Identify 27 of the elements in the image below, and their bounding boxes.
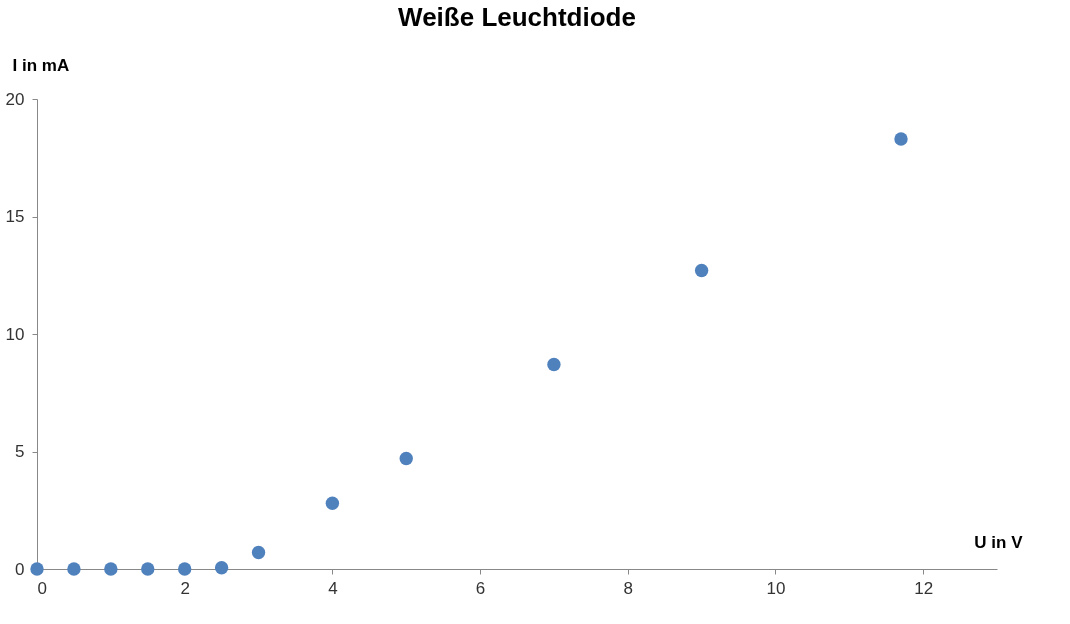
y-tick-label: 0 xyxy=(15,559,25,579)
x-tick-label: 12 xyxy=(914,578,934,598)
point xyxy=(694,263,709,278)
x-tick-label: 2 xyxy=(180,578,190,598)
chart-title: Weiße Leuchtdiode xyxy=(398,2,636,32)
point xyxy=(214,561,229,575)
point xyxy=(325,496,340,510)
point xyxy=(894,132,908,146)
point xyxy=(141,562,155,576)
point xyxy=(177,562,192,576)
y-tick-label: 15 xyxy=(5,207,25,226)
point xyxy=(67,562,81,576)
point xyxy=(30,562,44,576)
y-axis-title: I in mA xyxy=(12,55,70,75)
y-tick-label: 20 xyxy=(5,89,25,109)
x-tick-label: 6 xyxy=(475,578,486,598)
point xyxy=(104,562,118,576)
x-axis-title: U in V xyxy=(974,532,1024,552)
x-tick-label: 8 xyxy=(623,578,633,598)
point xyxy=(251,545,266,560)
point xyxy=(547,357,561,372)
x-tick-label: 0 xyxy=(37,578,47,598)
point xyxy=(399,451,413,466)
x-tick-label: 4 xyxy=(328,578,338,598)
y-tick-label: 5 xyxy=(15,442,25,461)
y-tick-label: 10 xyxy=(5,324,25,344)
x-tick-label: 10 xyxy=(766,578,786,598)
